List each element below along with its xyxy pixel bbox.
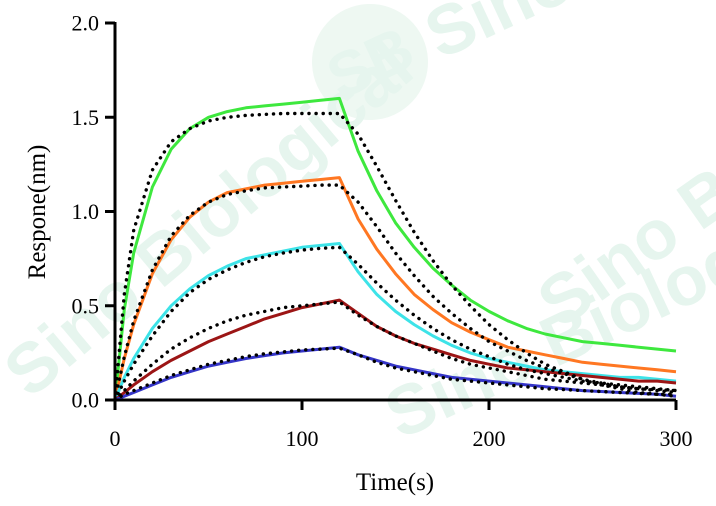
y-tick-label: 1.0 — [72, 199, 100, 224]
fit-curve-7 — [113, 183, 678, 402]
response-curve-1 — [113, 96, 677, 401]
fit-curve-8 — [113, 245, 678, 402]
y-axis-title: Respone(nm) — [24, 145, 51, 280]
response-curve-4 — [114, 298, 677, 402]
response-curve-5 — [114, 345, 677, 402]
watermark-word-top: Sino Biological — [413, 0, 716, 74]
watermark-badge: SB — [312, 4, 428, 120]
axes-layer: 0.0 0.5 1.0 1.5 2.0 0 100 200 300 — [72, 11, 693, 452]
fit-curve-10 — [113, 346, 678, 402]
x-tick-label: 0 — [110, 426, 121, 451]
y-tick-label: 1.5 — [72, 105, 100, 130]
y-tick-label: 0.0 — [72, 388, 100, 413]
series-layer — [113, 96, 678, 402]
watermark-word-left: Sino Biological — [0, 27, 427, 412]
x-tick-label: 300 — [660, 426, 693, 451]
x-tick-label: 200 — [473, 426, 506, 451]
y-tick-label: 0.5 — [72, 293, 100, 318]
y-tick-label: 2.0 — [72, 11, 100, 36]
x-tick-label: 100 — [286, 426, 319, 451]
fit-curve-9 — [113, 300, 678, 402]
x-axis-title: Time(s) — [356, 469, 434, 496]
response-curve-3 — [113, 242, 677, 401]
